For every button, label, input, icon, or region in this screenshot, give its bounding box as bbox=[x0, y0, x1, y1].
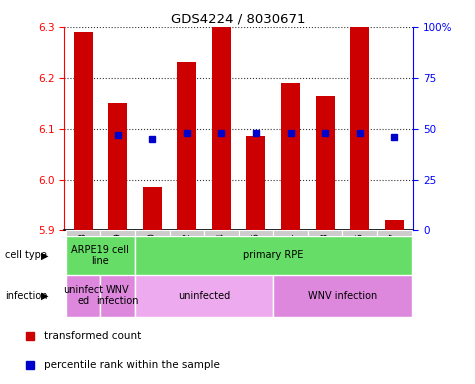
Text: GSM762066: GSM762066 bbox=[251, 232, 260, 287]
Text: WNV infection: WNV infection bbox=[308, 291, 377, 301]
FancyBboxPatch shape bbox=[100, 275, 135, 317]
Text: GSM762069: GSM762069 bbox=[113, 232, 122, 287]
Bar bbox=[143, 187, 162, 230]
Text: cell type: cell type bbox=[5, 250, 47, 260]
Text: GSM762063: GSM762063 bbox=[321, 232, 330, 287]
Bar bbox=[315, 96, 334, 230]
FancyBboxPatch shape bbox=[66, 236, 135, 275]
FancyBboxPatch shape bbox=[135, 230, 170, 290]
Bar bbox=[350, 27, 369, 230]
Text: GSM762061: GSM762061 bbox=[286, 232, 295, 287]
Text: GSM762060: GSM762060 bbox=[148, 232, 157, 287]
Bar bbox=[74, 32, 93, 230]
Bar bbox=[108, 103, 127, 230]
Text: ARPE19 cell
line: ARPE19 cell line bbox=[71, 245, 129, 266]
Text: infection: infection bbox=[5, 291, 47, 301]
FancyBboxPatch shape bbox=[66, 275, 100, 317]
FancyBboxPatch shape bbox=[377, 230, 411, 290]
Text: GSM762062: GSM762062 bbox=[182, 232, 191, 287]
Bar bbox=[177, 63, 196, 230]
Text: GSM762067: GSM762067 bbox=[390, 232, 399, 287]
Bar bbox=[212, 27, 231, 230]
Bar bbox=[247, 136, 266, 230]
FancyBboxPatch shape bbox=[135, 275, 273, 317]
FancyBboxPatch shape bbox=[273, 275, 411, 317]
Text: ▶: ▶ bbox=[41, 291, 49, 301]
FancyBboxPatch shape bbox=[170, 230, 204, 290]
Text: uninfect
ed: uninfect ed bbox=[63, 285, 103, 306]
Text: WNV
infection: WNV infection bbox=[96, 285, 139, 306]
Text: primary RPE: primary RPE bbox=[243, 250, 304, 260]
Text: GSM762068: GSM762068 bbox=[79, 232, 87, 287]
FancyBboxPatch shape bbox=[100, 230, 135, 290]
FancyBboxPatch shape bbox=[204, 230, 238, 290]
FancyBboxPatch shape bbox=[342, 230, 377, 290]
Text: percentile rank within the sample: percentile rank within the sample bbox=[44, 360, 219, 370]
Bar bbox=[281, 83, 300, 230]
FancyBboxPatch shape bbox=[66, 230, 100, 290]
FancyBboxPatch shape bbox=[238, 230, 273, 290]
Text: GSM762065: GSM762065 bbox=[355, 232, 364, 287]
Text: ▶: ▶ bbox=[41, 250, 49, 260]
Bar bbox=[385, 220, 404, 230]
FancyBboxPatch shape bbox=[308, 230, 342, 290]
Text: GSM762064: GSM762064 bbox=[217, 232, 226, 287]
Text: uninfected: uninfected bbox=[178, 291, 230, 301]
Title: GDS4224 / 8030671: GDS4224 / 8030671 bbox=[171, 13, 306, 26]
FancyBboxPatch shape bbox=[273, 230, 308, 290]
Text: transformed count: transformed count bbox=[44, 331, 141, 341]
FancyBboxPatch shape bbox=[135, 236, 411, 275]
